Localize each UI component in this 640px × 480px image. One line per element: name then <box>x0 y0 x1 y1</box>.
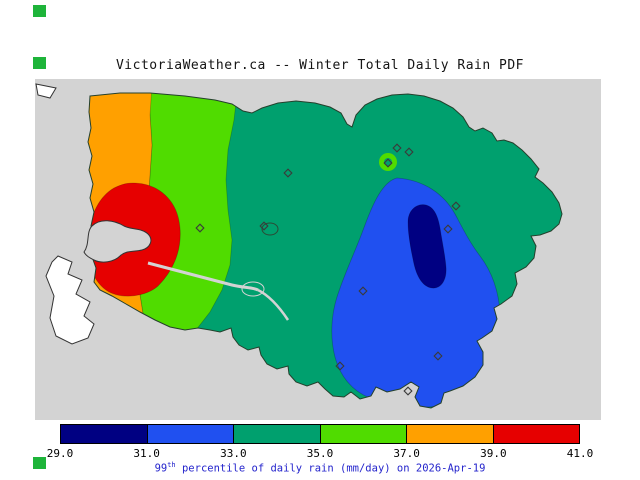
caption: 99th percentile of daily rain (mm/day) o… <box>0 461 640 475</box>
highlight-ring-inner <box>384 158 392 166</box>
caption-rest: percentile of daily rain (mm/day) on 202… <box>175 462 486 475</box>
coast-fragment <box>35 83 57 99</box>
colorbar-tick-label: 41.0 <box>566 447 594 460</box>
small-lake <box>261 222 279 236</box>
caption-superscript: th <box>167 461 176 469</box>
station-marker <box>383 158 393 168</box>
frame-marker <box>33 5 46 17</box>
colorbar-tick-label: 33.0 <box>220 447 247 460</box>
colorbar-segment <box>493 425 579 443</box>
region-29-31 <box>407 204 447 289</box>
station-marker <box>335 361 345 371</box>
gorge-waterway <box>147 261 259 292</box>
station-marker <box>403 386 413 396</box>
frame-marker <box>33 457 46 469</box>
colorbar-tick-label: 39.0 <box>480 447 507 460</box>
station-marker <box>443 224 453 234</box>
station-markers <box>195 143 461 396</box>
colorbar-tick-label: 29.0 <box>46 447 74 460</box>
contour-regions <box>88 93 501 408</box>
colorbar-tick-label: 35.0 <box>306 447 334 460</box>
colorbar-segment <box>320 425 407 443</box>
colorbar-segment <box>234 425 321 443</box>
colorbar <box>60 424 580 444</box>
page-title: VictoriaWeather.ca -- Winter Total Daily… <box>115 58 524 73</box>
outer-white-land <box>35 83 95 345</box>
station-marker <box>451 201 461 211</box>
colorbar-segment <box>61 425 148 443</box>
colorbar-segment <box>407 425 494 443</box>
coastline <box>87 92 563 409</box>
station-marker <box>392 143 402 153</box>
west-shore-land <box>45 255 95 345</box>
station-marker <box>433 351 443 361</box>
colorbar-tick-label: 37.0 <box>393 447 420 460</box>
station-marker <box>283 168 293 178</box>
inland-water <box>83 220 290 321</box>
station-marker <box>358 286 368 296</box>
caption-prefix: 99 <box>154 462 168 475</box>
frame-marker <box>33 57 46 69</box>
colorbar-segment <box>147 425 234 443</box>
station-marker <box>404 147 414 157</box>
colorbar-tick-label: 31.0 <box>133 447 160 460</box>
station-marker <box>259 221 269 231</box>
waterway-arm <box>257 288 290 321</box>
harbour-inlet <box>83 220 152 263</box>
station-marker <box>195 223 205 233</box>
waterway-lagoon <box>241 281 265 297</box>
